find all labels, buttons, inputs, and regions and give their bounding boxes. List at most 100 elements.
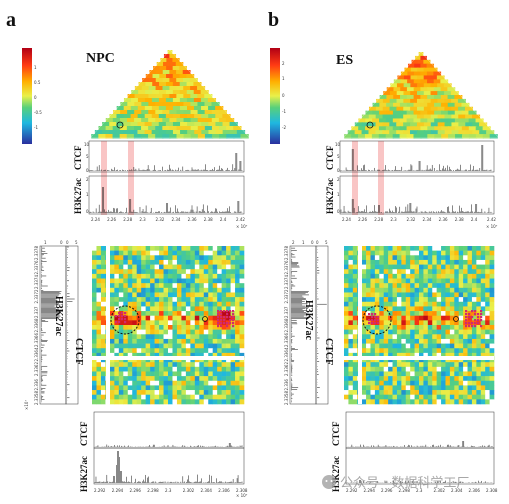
panel-a-letter: a [6, 9, 16, 31]
x-tick-label: 2.3 [165, 488, 172, 493]
colorbar-tick: 0 [34, 95, 37, 100]
panel-b-title: ES [336, 53, 353, 68]
side-tick-label: 2.3368 [34, 318, 39, 332]
side-tick-label: 2.3366 [34, 333, 39, 347]
x-tick-label: 2.292 [346, 488, 358, 493]
highlight-band [378, 141, 384, 215]
side-ctcf-tick: 0 [66, 240, 69, 245]
x-tick-label: 2.38 [455, 217, 464, 222]
x-tick-label: 2.32 [406, 217, 415, 222]
x-tick-label: 2.26 [358, 217, 367, 222]
panel-a-colorbar: 1 0.5 0 -0.5 -1 [22, 48, 42, 144]
side-h3-tick: 2 [292, 240, 295, 245]
panel-b-letter: b [268, 9, 279, 31]
side-h3k27ac-label: H3K27ac [53, 296, 64, 337]
track-ytick: 5 [337, 154, 340, 159]
x-tick-label: 2.28 [374, 217, 383, 222]
panel-b-square-heatmap [344, 246, 495, 405]
panel-a-small-loop-marker [202, 316, 208, 322]
x-tick-label: 2.3 [390, 217, 397, 222]
side-tick-label: 2.3364 [284, 347, 289, 361]
x-tick-label: 2.4 [471, 217, 478, 222]
panel-b-side-tracks: 2.33782.33762.33742.33722.3372.33682.336… [284, 240, 334, 405]
x-tick-label: 2.42 [236, 217, 245, 222]
x-tick-label: 2.28 [123, 217, 132, 222]
h3k27ac-track-label: H3K27ac [73, 178, 83, 214]
ctcf-track-label: CTCF [325, 145, 335, 170]
watermark: 公众号 · 数据科学工厂 [322, 475, 469, 491]
x-tick-label: 2.38 [204, 217, 213, 222]
side-tick-label: 2.3362 [34, 362, 39, 376]
panel-a-bottom-tracks: CTCF H3K27ac 2.292 2.294 2.296 2.298 2.3 2.30… [79, 411, 248, 498]
side-tick-label: 2.3374 [34, 275, 39, 289]
side-h3-tick: 0 [60, 240, 63, 245]
bottom-h3k27ac-label: H3K27ac [79, 456, 89, 492]
x-tick-label: 2.26 [107, 217, 116, 222]
highlight-band [101, 141, 107, 215]
side-tick-label: 2.3372 [284, 289, 289, 303]
x-exponent: × 10⁷ [236, 224, 248, 229]
side-tick-label: 2.3364 [34, 347, 39, 361]
colorbar-tick: 1 [282, 76, 285, 81]
x-tick-label: 2.24 [342, 217, 351, 222]
side-ctcf-tick: 0 [316, 240, 319, 245]
side-ctcf-tick: 5 [325, 240, 328, 245]
track-ytick: 2 [337, 177, 340, 182]
panel-b-triangle-heatmap [342, 51, 500, 139]
x-tick-label: 2.36 [188, 217, 197, 222]
colorbar-tick: 0.5 [34, 80, 41, 85]
colorbar-tick: -1 [34, 125, 38, 130]
panel-b-colorbar: 2 1 0 -1 -2 [270, 48, 286, 144]
side-tick-label: 2.3372 [34, 289, 39, 303]
x-tick-label: 2.34 [172, 217, 181, 222]
side-tick-label: 2.3362 [284, 362, 289, 376]
x-exponent: × 10⁷ [486, 224, 498, 229]
panel-b-loop-circle [362, 305, 392, 335]
side-tick-label: 2.336 [34, 379, 39, 391]
x-tick-label: 2.306 [469, 488, 481, 493]
track-ytick: 0 [337, 168, 340, 173]
x-tick-label: 2.302 [183, 488, 195, 493]
track-ytick: 0 [337, 209, 340, 214]
x-tick-label: 2.308 [236, 488, 248, 493]
panel-a-loop-circle [110, 305, 140, 335]
bottom-exponent: × 10⁷ [236, 493, 248, 498]
panel-b-bottom-tracks: CTCF H3K27ac 2.292 2.294 2.296 2.298 2.3 2.30… [331, 411, 498, 493]
x-tick-label: 2.308 [486, 488, 498, 493]
panel-a-top-tracks: 10 5 0 2 1 0 CTCF H3K27ac 2.24 2.26 2.28 2.… [73, 140, 248, 229]
x-tick-label: 2.306 [218, 488, 230, 493]
track-ytick: 0 [86, 209, 89, 214]
panel-a-triangle-loop-marker [116, 121, 124, 129]
track-ytick: 2 [86, 177, 89, 182]
x-tick-label: 2.32 [155, 217, 164, 222]
side-ctcf-tick: 5 [75, 240, 78, 245]
bottom-ctcf-label: CTCF [79, 421, 89, 446]
side-tick-label: 2.337 [284, 306, 289, 318]
side-tick-label: 2.3358 [34, 391, 39, 405]
bottom-ctcf-label: CTCF [331, 421, 341, 446]
x-tick-label: 2.4 [220, 217, 227, 222]
ctcf-track-label: CTCF [73, 145, 83, 170]
watermark-text: 公众号 · 数据科学工厂 [340, 475, 469, 491]
panel-a-side-tracks: 2.33782.33762.33742.33722.3372.33682.336… [24, 240, 84, 410]
panel-b-small-loop-marker [453, 316, 459, 322]
bottom-h3k27ac-label: H3K27ac [331, 456, 341, 492]
track-ytick: 10 [335, 142, 341, 147]
x-tick-label: 2.304 [451, 488, 463, 493]
colorbar-tick: 1 [34, 65, 37, 70]
side-ctcf-label: CTCF [73, 338, 84, 365]
x-tick-label: 2.296 [130, 488, 142, 493]
side-tick-label: 2.337 [34, 306, 39, 318]
x-tick-label: 2.3 [416, 488, 423, 493]
side-h3-tick: 1 [44, 240, 47, 245]
side-tick-label: 2.3378 [284, 246, 289, 260]
x-tick-label: 2.296 [381, 488, 393, 493]
side-tick-label: 2.3358 [284, 391, 289, 405]
x-tick-label: 2.3 [139, 217, 146, 222]
side-tick-label: 2.3368 [284, 318, 289, 332]
side-tick-label: 2.3374 [284, 275, 289, 289]
x-tick-label: 2.298 [399, 488, 411, 493]
x-tick-label: 2.298 [147, 488, 159, 493]
track-ytick: 1 [337, 192, 340, 197]
